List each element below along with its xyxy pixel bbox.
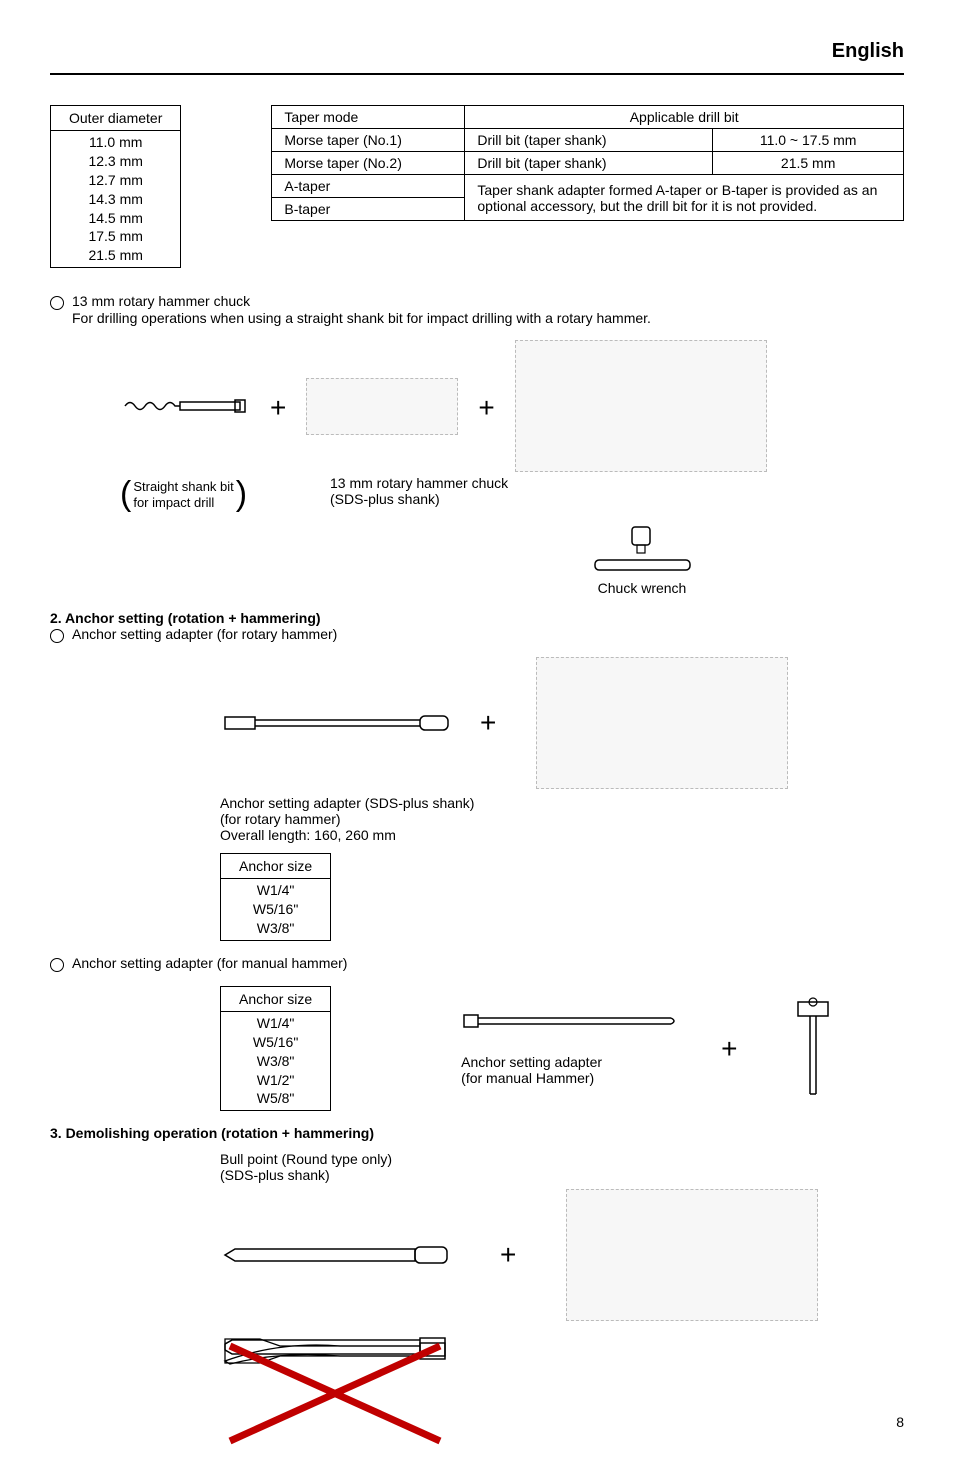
label: 13 mm rotary hammer chuck: [330, 475, 508, 491]
od-val: 17.5 mm: [69, 227, 162, 246]
table-val: W3/8": [239, 919, 312, 938]
table-val: W5/16": [239, 900, 312, 919]
rotary-hammer-icon: [536, 657, 788, 789]
demolish-row: +: [220, 1189, 904, 1321]
table-title: Anchor size: [221, 854, 330, 879]
label: Anchor setting adapter: [461, 1054, 681, 1070]
bull-point-labels: Bull point (Round type only) (SDS-plus s…: [220, 1151, 904, 1183]
table-val: W1/4": [239, 881, 312, 900]
table-val: W5/16": [239, 1033, 312, 1052]
od-val: 14.3 mm: [69, 190, 162, 209]
straight-shank-bit-icon: [120, 391, 250, 421]
plus-icon: +: [478, 392, 494, 424]
table-val: W1/4": [239, 1014, 312, 1033]
bullet-icon: [50, 958, 64, 972]
anchor-adapter-icon: [220, 711, 460, 735]
od-val: 14.5 mm: [69, 209, 162, 228]
anchor-sub2: Anchor setting adapter (for manual hamme…: [50, 955, 904, 972]
bull-point-icon: [220, 1244, 460, 1266]
rotary-hammer-icon: [566, 1189, 818, 1321]
label: Anchor setting adapter (SDS-plus shank): [220, 795, 904, 811]
chuck-heading: 13 mm rotary hammer chuck: [50, 293, 904, 310]
label: (SDS-plus shank): [330, 491, 508, 507]
od-val: 12.7 mm: [69, 171, 162, 190]
taper-col1: Taper mode: [272, 106, 465, 129]
chuck-wrench-icon: [587, 522, 697, 577]
plus-icon: +: [721, 1033, 737, 1065]
chuck-title: 13 mm rotary hammer chuck: [72, 293, 250, 309]
manual-adapter-icon: [461, 1011, 681, 1031]
table-title: Anchor size: [221, 987, 330, 1012]
label: for impact drill: [133, 495, 233, 511]
taper-note: Taper shank adapter formed A-taper or B-…: [465, 175, 904, 221]
not-allowed-block: [220, 1336, 904, 1384]
cross-out-icon: [220, 1336, 450, 1451]
anchor-table1-wrap: Anchor size W1/4" W5/16" W3/8": [220, 853, 904, 941]
table-row: Morse taper (No.1) Drill bit (taper shan…: [272, 129, 904, 152]
section-3-heading: 3. Demolishing operation (rotation + ham…: [50, 1125, 904, 1141]
page-number: 8: [50, 1414, 904, 1430]
table-val: W1/2": [239, 1071, 312, 1090]
outer-diameter-values: 11.0 mm 12.3 mm 12.7 mm 14.3 mm 14.5 mm …: [51, 131, 180, 267]
plus-icon: +: [480, 707, 496, 739]
bullet-icon: [50, 296, 64, 310]
section-2-heading: 2. Anchor setting (rotation + hammering): [50, 610, 904, 626]
chuck-diagram-row: + +: [120, 340, 904, 475]
plus-icon: +: [270, 392, 286, 424]
label: Chuck wrench: [380, 580, 904, 596]
table-val: W5/8": [239, 1089, 312, 1108]
cell: Drill bit (taper shank): [465, 152, 713, 175]
label: Overall length: 160, 260 mm: [220, 827, 904, 843]
od-val: 12.3 mm: [69, 152, 162, 171]
label: Straight shank bit: [133, 479, 233, 495]
od-val: 21.5 mm: [69, 246, 162, 265]
plus-icon: +: [500, 1239, 516, 1271]
label: (SDS-plus shank): [220, 1167, 904, 1183]
taper-col2: Applicable drill bit: [465, 106, 904, 129]
cell: Morse taper (No.2): [272, 152, 465, 175]
cell: B-taper: [272, 198, 465, 221]
cell: 11.0 ~ 17.5 mm: [713, 129, 904, 152]
outer-diameter-table: Outer diameter 11.0 mm 12.3 mm 12.7 mm 1…: [50, 105, 181, 268]
rotary-hammer-icon: [515, 340, 767, 472]
cell: 21.5 mm: [713, 152, 904, 175]
top-tables-row: Outer diameter 11.0 mm 12.3 mm 12.7 mm 1…: [50, 105, 904, 268]
chuck-desc: For drilling operations when using a str…: [72, 310, 904, 326]
bullet-icon: [50, 629, 64, 643]
od-val: 11.0 mm: [69, 133, 162, 152]
chuck-icon: [306, 378, 458, 435]
anchor-sub1: Anchor setting adapter (for rotary hamme…: [50, 626, 904, 643]
cell: Morse taper (No.1): [272, 129, 465, 152]
outer-diameter-title: Outer diameter: [51, 106, 180, 131]
cell: A-taper: [272, 175, 465, 198]
taper-table: Taper mode Applicable drill bit Morse ta…: [271, 105, 904, 221]
language-header: English: [50, 40, 904, 75]
anchor-adapter-labels: Anchor setting adapter (SDS-plus shank) …: [220, 795, 904, 843]
anchor-manual-row: Anchor size W1/4" W5/16" W3/8" W1/2" W5/…: [50, 986, 904, 1111]
table-row: Morse taper (No.2) Drill bit (taper shan…: [272, 152, 904, 175]
anchor-size-table-1: Anchor size W1/4" W5/16" W3/8": [220, 853, 331, 941]
label: Bull point (Round type only): [220, 1151, 904, 1167]
table-row: A-taper Taper shank adapter formed A-tap…: [272, 175, 904, 198]
cell: Drill bit (taper shank): [465, 129, 713, 152]
chuck-labels-row: Straight shank bit for impact drill 13 m…: [120, 475, 904, 514]
label: Anchor setting adapter (for manual hamme…: [72, 955, 347, 971]
manual-hammer-icon: [788, 994, 838, 1104]
table-val: W3/8": [239, 1052, 312, 1071]
label: (for manual Hammer): [461, 1070, 681, 1086]
label: (for rotary hammer): [220, 811, 904, 827]
anchor-size-table-2: Anchor size W1/4" W5/16" W3/8" W1/2" W5/…: [220, 986, 331, 1111]
anchor-rotary-row: +: [220, 657, 904, 789]
chuck-wrench-block: Chuck wrench: [380, 522, 904, 596]
label: Anchor setting adapter (for rotary hamme…: [72, 626, 337, 642]
paren-label: Straight shank bit for impact drill: [120, 475, 270, 514]
